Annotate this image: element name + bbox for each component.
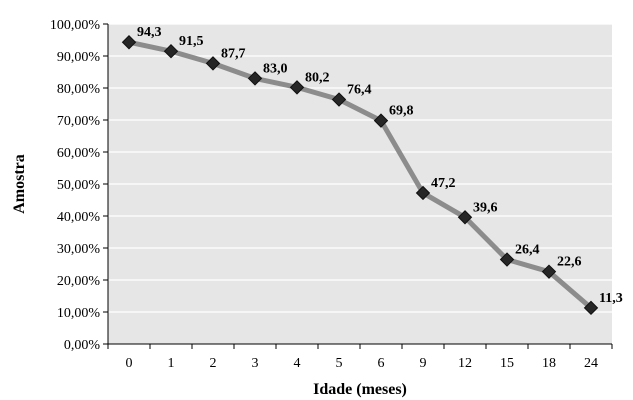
x-tick-labels: 0 1 2 3 4 5 6 9 12 15 18 24 — [107, 344, 613, 371]
data-point-marker — [583, 300, 599, 316]
data-point-marker — [541, 264, 557, 279]
series-line — [128, 39, 593, 310]
data-label: 26,4 — [515, 243, 540, 258]
x-tick-label: 12 — [458, 356, 472, 371]
y-tick-label: 0,00% — [64, 338, 101, 353]
data-label: 69,8 — [389, 104, 414, 119]
x-tick-label: 0 — [126, 356, 133, 371]
series-amostra — [121, 35, 599, 316]
x-tick-label: 5 — [336, 356, 343, 371]
data-label: 22,6 — [557, 255, 582, 270]
data-point-marker — [499, 252, 515, 267]
data-label: 87,7 — [221, 46, 246, 61]
data-point-marker — [289, 80, 305, 95]
y-tick-label: 50,00% — [57, 178, 101, 193]
data-point-marker — [373, 113, 389, 128]
data-label: 80,2 — [305, 70, 330, 85]
x-tick-label: 4 — [294, 356, 301, 371]
y-tick-label: 100,00% — [50, 18, 101, 33]
y-tick-label: 40,00% — [57, 210, 101, 225]
data-label: 94,3 — [137, 25, 162, 40]
data-label: 39,6 — [473, 200, 498, 215]
data-point-marker — [415, 185, 431, 201]
x-tick-label: 15 — [500, 356, 514, 371]
y-tick-labels: 0,00% 10,00% 20,00% 30,00% 40,00% 50,00% 60,00… — [50, 18, 108, 353]
x-tick-label: 1 — [168, 356, 175, 371]
x-tick-label: 18 — [542, 356, 556, 371]
x-tick-label: 9 — [420, 356, 427, 371]
data-point-marker — [121, 35, 137, 50]
data-label: 47,2 — [431, 176, 456, 191]
y-tick-label: 10,00% — [57, 306, 101, 321]
data-label: 83,0 — [263, 61, 288, 76]
data-label: 11,3 — [599, 291, 623, 306]
data-label: 76,4 — [347, 83, 372, 98]
y-tick-label: 20,00% — [57, 274, 101, 289]
x-tick-label: 6 — [378, 356, 385, 371]
y-tick-label: 60,00% — [57, 146, 101, 161]
x-tick-label: 3 — [252, 356, 259, 371]
y-tick-label: 80,00% — [57, 82, 101, 97]
y-tick-label: 70,00% — [57, 114, 101, 129]
x-axis-title: Idade (meses) — [313, 381, 407, 398]
data-point-marker — [331, 92, 347, 107]
data-point-marker — [163, 43, 179, 59]
data-label: 91,5 — [179, 34, 204, 49]
x-tick-label: 2 — [210, 356, 217, 371]
data-point-marker — [247, 71, 263, 86]
y-axis-title: Amostra — [11, 154, 28, 214]
y-tick-label: 90,00% — [57, 50, 101, 65]
data-point-marker — [457, 210, 473, 225]
y-tick-label: 30,00% — [57, 242, 101, 257]
data-point-marker — [205, 56, 221, 71]
data-labels: 94,3 91,5 87,7 83,0 80,2 76,4 69,8 47,2 39,6 26,4… — [137, 25, 623, 306]
x-tick-label: 24 — [584, 356, 598, 371]
